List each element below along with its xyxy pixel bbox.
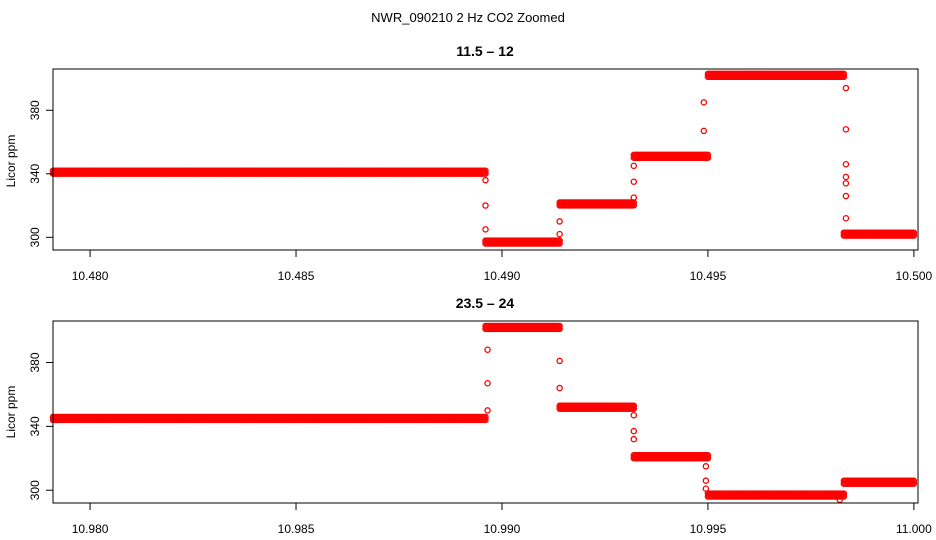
data-point (840, 70, 848, 78)
data-point (700, 99, 708, 106)
data-point (842, 214, 850, 222)
data-point (630, 405, 638, 412)
data-points (49, 322, 918, 504)
figure-title: NWR_090210 2 Hz CO2 Zoomed (371, 10, 565, 25)
data-point (482, 226, 489, 233)
y-tick-label: 380 (28, 100, 42, 120)
data-point (482, 170, 489, 177)
data-point (482, 167, 489, 175)
data-point (702, 485, 710, 492)
data-point (910, 229, 918, 236)
data-points (49, 70, 918, 247)
panel-23-5-to-24: 23.5 – 24 Licor ppm 10.980 10.985 10.990 10… (4, 295, 932, 536)
data-point (630, 411, 638, 419)
panel-title: 11.5 – 12 (456, 43, 514, 59)
x-tick-label: 10.480 (72, 269, 109, 283)
x-tick-label: 10.485 (278, 269, 315, 283)
data-point (704, 151, 712, 159)
data-point (910, 480, 918, 487)
data-point (630, 202, 638, 209)
y-tick-label: 300 (28, 480, 42, 500)
data-point (482, 416, 489, 424)
y-axis: 300 340 380 (28, 352, 54, 500)
data-point (840, 493, 848, 500)
x-tick-label: 10.990 (484, 522, 521, 536)
data-point (910, 477, 918, 485)
panel-11-5-to-12: 11.5 – 12 Licor ppm 10.480 10.485 10.490 10… (4, 43, 933, 283)
data-point (556, 384, 563, 392)
data-point (556, 325, 563, 333)
y-axis-label: Licor ppm (4, 135, 18, 188)
data-point (842, 161, 850, 168)
data-point (556, 240, 563, 247)
data-point (484, 407, 491, 414)
data-point (482, 202, 489, 209)
y-tick-label: 340 (28, 416, 42, 436)
data-point (842, 180, 850, 187)
x-tick-label: 11.000 (896, 522, 932, 536)
plot-frame (52, 68, 919, 251)
data-point (702, 477, 710, 484)
data-point (482, 176, 489, 184)
data-point (630, 194, 638, 201)
y-tick-label: 300 (28, 227, 42, 247)
data-point (484, 380, 491, 387)
data-point (630, 178, 638, 185)
data-point (630, 162, 638, 170)
x-tick-label: 10.980 (72, 522, 109, 536)
data-point (842, 173, 850, 181)
x-tick-label: 10.500 (896, 269, 933, 283)
x-tick-label: 10.495 (690, 269, 727, 283)
data-point (704, 454, 712, 462)
data-point (700, 127, 708, 135)
data-point (630, 402, 638, 410)
data-point (556, 218, 563, 225)
x-tick-label: 10.490 (484, 269, 521, 283)
y-tick-label: 380 (28, 352, 42, 372)
data-point (840, 73, 848, 81)
data-point (556, 237, 563, 244)
data-point (630, 435, 638, 443)
data-point (484, 346, 491, 353)
y-axis-label: Licor ppm (4, 386, 18, 439)
data-point (836, 496, 843, 504)
data-point (842, 192, 850, 200)
x-axis: 10.980 10.985 10.990 10.995 11.000 (72, 502, 932, 536)
panel-title: 23.5 – 24 (456, 295, 515, 311)
data-point (482, 413, 489, 421)
x-axis: 10.480 10.485 10.490 10.495 10.500 (72, 249, 933, 283)
x-tick-label: 10.995 (690, 522, 727, 536)
data-point (556, 230, 563, 238)
data-point (704, 452, 712, 459)
data-point (840, 490, 848, 497)
data-point (630, 427, 638, 435)
data-point (910, 232, 918, 239)
data-point (842, 126, 850, 133)
data-point (702, 463, 710, 470)
data-point (704, 154, 712, 161)
data-point (556, 322, 563, 330)
data-point (556, 357, 563, 365)
y-axis: 300 340 380 (28, 100, 54, 247)
x-tick-label: 10.985 (278, 522, 315, 536)
y-tick-label: 340 (28, 163, 42, 183)
data-point (842, 84, 850, 92)
